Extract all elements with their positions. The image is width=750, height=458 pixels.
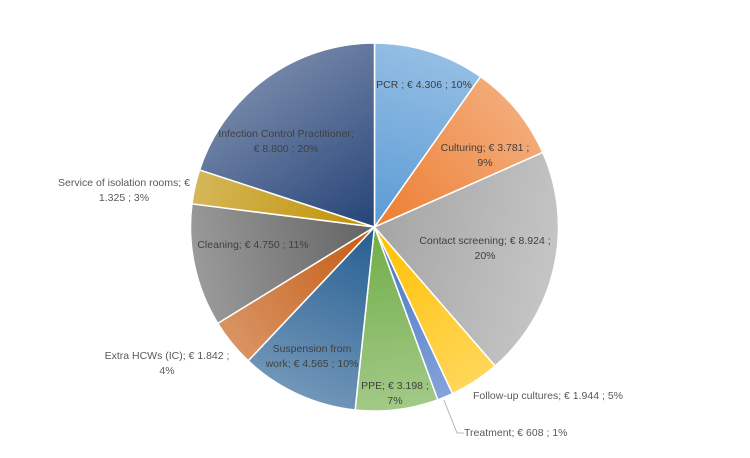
slice-label-culturing: Culturing; € 3.781 ; 9% xyxy=(440,142,530,169)
pie-slices xyxy=(189,42,560,412)
slice-label-treatment: Treatment; € 608 ; 1% xyxy=(464,427,568,439)
leader-lines xyxy=(443,399,464,434)
slice-label-follow-up-cultures: Follow-up cultures; € 1.944 ; 5% xyxy=(473,390,623,402)
slice-label-service-isolation-rooms: Service of isolation rooms; € 1.325 ; 3% xyxy=(58,177,190,204)
slice-label-infection-control: Infection Control Practitioner; € 8.800 … xyxy=(218,128,354,155)
slice-label-extra-hcws: Extra HCWs (IC); € 1.842 ; 4% xyxy=(104,350,230,377)
pie-slice-pcr xyxy=(373,42,482,230)
slice-label-contact-screening: Contact screening; € 8.924 ; 20% xyxy=(419,235,551,262)
pie-slice-culturing xyxy=(372,75,544,229)
pie-slice-cleaning xyxy=(189,202,377,325)
leader-line-treatment xyxy=(443,399,464,434)
slice-label-suspension-from-work: Suspension from work; € 4.565 ; 10% xyxy=(265,343,359,370)
pie-slice-suspension-from-work xyxy=(247,224,376,411)
slice-label-pcr: PCR ; € 4.306 ; 10% xyxy=(376,79,472,91)
pie-slice-infection-control-practitioner xyxy=(198,42,376,229)
slice-label-cleaning: Cleaning; € 4.750 ; 11% xyxy=(197,239,309,251)
slice-label-ppe: PPE; € 3.198 ; 7% xyxy=(361,380,429,407)
pie-slice-contact-screening xyxy=(373,151,560,368)
